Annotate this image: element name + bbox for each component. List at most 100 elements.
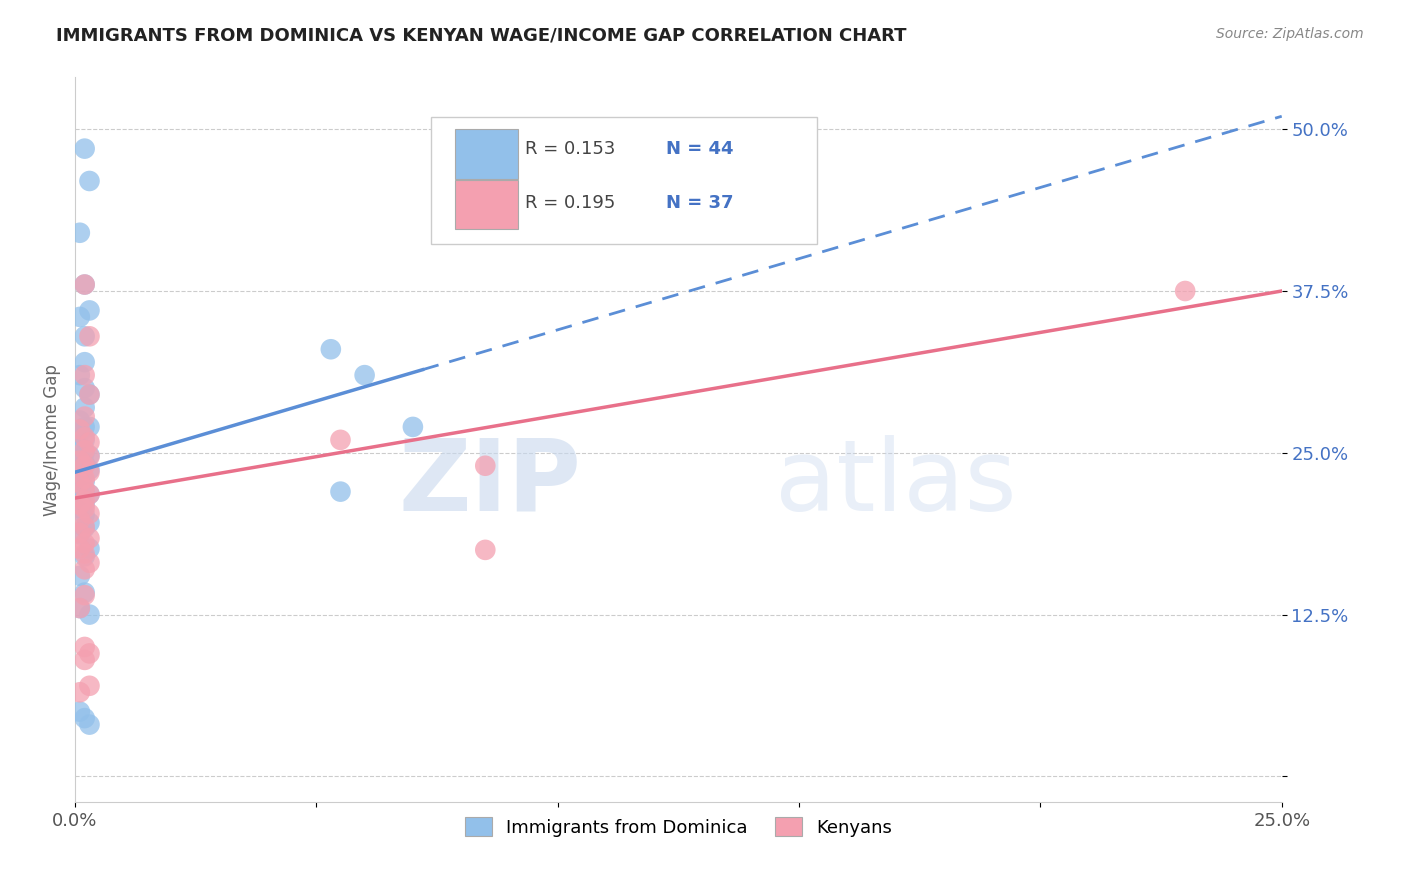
- Point: [69, 601, 91, 615]
- Point: [79, 449, 101, 463]
- Point: [73, 277, 96, 292]
- Point: [73, 430, 96, 444]
- Point: [79, 435, 101, 450]
- Point: [69, 513, 91, 527]
- Point: [73, 521, 96, 535]
- FancyBboxPatch shape: [456, 180, 517, 229]
- Point: [69, 475, 91, 490]
- Point: [69, 492, 91, 507]
- Point: [73, 501, 96, 516]
- Point: [73, 484, 96, 499]
- Point: [79, 487, 101, 501]
- Point: [69, 705, 91, 719]
- Point: [73, 420, 96, 434]
- Point: [73, 519, 96, 533]
- Point: [69, 601, 91, 615]
- Y-axis label: Wage/Income Gap: Wage/Income Gap: [44, 364, 60, 516]
- Text: Source: ZipAtlas.com: Source: ZipAtlas.com: [1216, 27, 1364, 41]
- FancyBboxPatch shape: [456, 129, 517, 178]
- Point: [79, 556, 101, 570]
- Point: [79, 717, 101, 731]
- Point: [73, 711, 96, 725]
- Point: [69, 426, 91, 441]
- Point: [79, 541, 101, 556]
- Point: [73, 433, 96, 447]
- Point: [69, 423, 91, 437]
- Point: [353, 368, 375, 383]
- Text: R = 0.153: R = 0.153: [524, 140, 616, 158]
- Point: [79, 174, 101, 188]
- Point: [73, 458, 96, 473]
- Point: [69, 479, 91, 493]
- Point: [73, 536, 96, 550]
- Point: [329, 484, 352, 499]
- Point: [69, 368, 91, 383]
- Point: [69, 527, 91, 541]
- Point: [79, 487, 101, 501]
- Point: [73, 508, 96, 522]
- Point: [73, 443, 96, 458]
- Point: [69, 452, 91, 467]
- Point: [73, 472, 96, 486]
- Point: [79, 329, 101, 343]
- Point: [73, 588, 96, 602]
- Point: [73, 456, 96, 470]
- Point: [79, 507, 101, 521]
- Point: [79, 647, 101, 661]
- Point: [69, 469, 91, 483]
- Point: [1174, 284, 1197, 298]
- Point: [69, 310, 91, 324]
- Point: [73, 329, 96, 343]
- Point: [73, 142, 96, 156]
- Point: [73, 355, 96, 369]
- Point: [79, 516, 101, 530]
- Point: [73, 547, 96, 561]
- Point: [73, 562, 96, 576]
- Text: IMMIGRANTS FROM DOMINICA VS KENYAN WAGE/INCOME GAP CORRELATION CHART: IMMIGRANTS FROM DOMINICA VS KENYAN WAGE/…: [56, 27, 907, 45]
- Point: [319, 343, 342, 357]
- Point: [69, 453, 91, 467]
- Legend: Immigrants from Dominica, Kenyans: Immigrants from Dominica, Kenyans: [457, 810, 900, 844]
- Point: [474, 542, 496, 557]
- Point: [73, 475, 96, 489]
- Point: [73, 585, 96, 599]
- Point: [79, 462, 101, 476]
- Point: [73, 482, 96, 496]
- Point: [79, 450, 101, 464]
- Point: [79, 607, 101, 622]
- Point: [79, 679, 101, 693]
- Point: [73, 498, 96, 512]
- Point: [79, 303, 101, 318]
- Point: [474, 458, 496, 473]
- Text: N = 37: N = 37: [666, 194, 734, 212]
- Point: [73, 446, 96, 460]
- Point: [79, 387, 101, 401]
- Point: [79, 531, 101, 545]
- Point: [69, 541, 91, 556]
- Point: [69, 526, 91, 541]
- Point: [69, 226, 91, 240]
- Point: [69, 501, 91, 516]
- Point: [79, 465, 101, 479]
- Point: [69, 498, 91, 512]
- Text: N = 44: N = 44: [666, 140, 734, 158]
- Text: atlas: atlas: [775, 434, 1017, 532]
- Point: [73, 401, 96, 415]
- Point: [69, 413, 91, 427]
- Point: [73, 549, 96, 564]
- Point: [79, 420, 101, 434]
- Point: [69, 439, 91, 453]
- Point: [73, 409, 96, 424]
- Point: [69, 685, 91, 699]
- Point: [73, 368, 96, 383]
- Point: [69, 568, 91, 582]
- Point: [79, 387, 101, 401]
- Point: [329, 433, 352, 447]
- Point: [402, 420, 425, 434]
- Point: [73, 493, 96, 508]
- Point: [73, 640, 96, 654]
- Text: R = 0.195: R = 0.195: [524, 194, 616, 212]
- FancyBboxPatch shape: [432, 118, 817, 244]
- Text: ZIP: ZIP: [399, 434, 582, 532]
- Point: [73, 277, 96, 292]
